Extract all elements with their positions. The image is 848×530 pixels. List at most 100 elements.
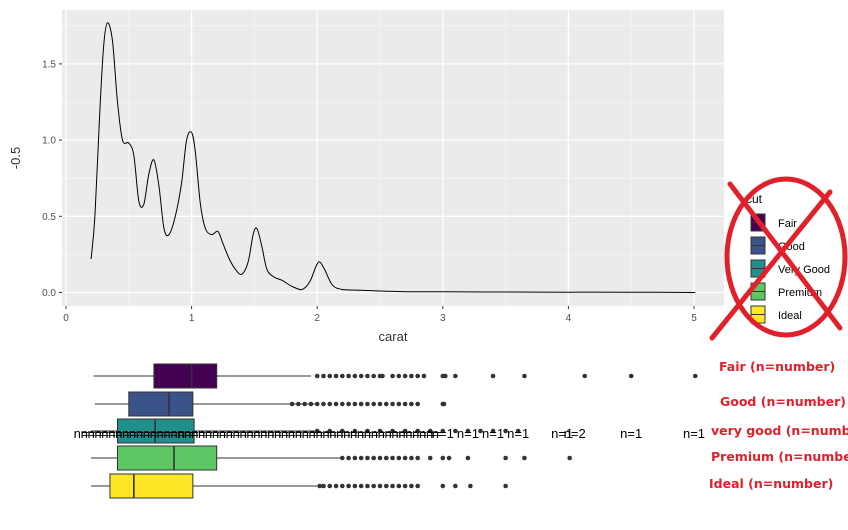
box-premium: [91, 445, 572, 471]
outlier-point: [409, 483, 414, 489]
grid-lines: [62, 10, 724, 306]
outlier-point: [352, 401, 358, 407]
outlier-point: [346, 401, 351, 407]
outlier-point: [333, 401, 339, 407]
n-count-label: n=: [309, 426, 324, 441]
x-tick-label: 3: [440, 313, 446, 324]
outlier-point: [468, 483, 473, 489]
n-count-label: n=: [426, 426, 441, 441]
panel-background: [62, 10, 724, 306]
n-count-label: n=: [295, 426, 310, 441]
outlier-point: [421, 373, 427, 379]
box-good: [94, 391, 447, 417]
outlier-point: [490, 373, 496, 379]
outlier-point: [441, 401, 447, 407]
outlier-point: [522, 373, 527, 379]
y-axis-ticks: 0.0 0.5 1.0 1.5: [42, 59, 62, 299]
outlier-point: [490, 428, 496, 434]
box-iqr: [153, 363, 218, 389]
outlier-point: [314, 373, 320, 379]
outlier-point: [327, 373, 333, 379]
outlier-point: [427, 428, 433, 434]
outlier-point: [346, 483, 351, 489]
cross-out-line-1: [727, 181, 843, 331]
density-line: [90, 22, 696, 293]
outlier-point: [314, 428, 320, 434]
outlier-point: [390, 455, 395, 461]
outlier-point: [402, 373, 408, 379]
outlier-point: [415, 455, 420, 461]
cross-out-circle: [724, 176, 848, 338]
n-count-label: n=: [371, 426, 386, 441]
outlier-point: [390, 373, 395, 379]
outlier-point: [377, 455, 383, 461]
legend-cross-out: [709, 176, 848, 341]
n-count-label: n=: [239, 426, 254, 441]
box-very-good: [91, 418, 521, 444]
outlier-point: [515, 428, 521, 434]
n-count-label: n=: [143, 426, 158, 441]
outlier-point: [352, 483, 358, 489]
outlier-point: [314, 401, 320, 407]
outlier-point: [327, 483, 333, 489]
outlier-point: [308, 401, 314, 407]
outlier-point: [390, 401, 395, 407]
outlier-point: [567, 455, 572, 461]
n-count-label: n=: [136, 426, 151, 441]
outlier-point: [321, 373, 326, 379]
outlier-point: [503, 455, 508, 461]
n-count-label: n=: [267, 426, 282, 441]
outlier-point: [383, 483, 389, 489]
y-tick-label: 0.5: [42, 212, 56, 223]
outlier-point: [503, 483, 508, 489]
outlier-point: [465, 455, 471, 461]
legend-label: Ideal: [778, 310, 802, 322]
outlier-point: [377, 428, 383, 434]
n-count-label: n=: [233, 426, 248, 441]
outlier-point: [365, 455, 370, 461]
outlier-point: [409, 401, 414, 407]
outlier-point: [352, 428, 358, 434]
n-count-label: n=: [170, 426, 185, 441]
n-count-label: n=: [74, 426, 89, 441]
n-count-label: n=: [87, 426, 102, 441]
outlier-point: [296, 401, 301, 407]
x-tick-label: 2: [314, 313, 320, 324]
outlier-point: [340, 373, 345, 379]
n-count-label: n=: [343, 426, 358, 441]
n-count-label: n=2: [564, 426, 586, 441]
n-count-label: n=: [101, 426, 116, 441]
box-iqr: [116, 445, 218, 471]
outlier-point: [340, 428, 345, 434]
n-count-label: n=: [274, 426, 289, 441]
n-count-label: n=: [178, 426, 193, 441]
box-ideal: [91, 473, 508, 499]
outlier-point: [478, 428, 483, 434]
outlier-point: [317, 483, 323, 489]
outlier-point: [346, 373, 351, 379]
outlier-point: [383, 455, 389, 461]
outlier-point: [327, 428, 333, 434]
box-fair: [93, 363, 698, 389]
n-count-label: n=: [129, 426, 144, 441]
outlier-point: [380, 373, 385, 379]
n-count-label: n=: [253, 426, 268, 441]
outlier-point: [409, 455, 414, 461]
n-count-label: n=: [219, 426, 234, 441]
n-count-label: n=: [260, 426, 275, 441]
x-tick-label: 5: [691, 313, 697, 324]
annotations: Fair (n=number) Good (n=number) very goo…: [709, 359, 848, 491]
outlier-point: [453, 483, 458, 489]
outlier-point: [402, 428, 408, 434]
outlier-point: [582, 373, 588, 379]
n-count-label: n=1: [551, 426, 573, 441]
outlier-point: [692, 373, 698, 379]
n-count-label: n=: [122, 426, 137, 441]
outlier-point: [396, 401, 402, 407]
outlier-point: [522, 455, 527, 461]
outlier-point: [321, 483, 326, 489]
n-count-label: n=: [412, 426, 427, 441]
outlier-point: [352, 455, 358, 461]
n-count-label: n=: [329, 426, 344, 441]
